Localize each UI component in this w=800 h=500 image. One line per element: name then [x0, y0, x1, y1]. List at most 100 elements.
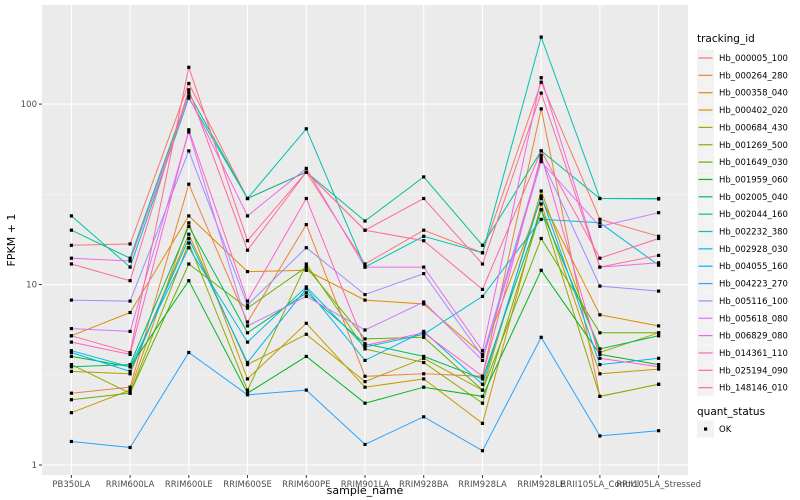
data-point — [128, 259, 132, 263]
data-point — [128, 256, 132, 260]
data-point — [304, 170, 308, 174]
data-point — [598, 394, 602, 398]
data-point — [304, 246, 308, 250]
data-point — [245, 388, 250, 392]
data-point — [363, 374, 367, 378]
data-point — [539, 76, 543, 80]
data-point — [245, 303, 250, 307]
legend-item-label: Hb_004223_270 — [719, 280, 788, 290]
data-point — [480, 421, 485, 425]
data-point — [128, 363, 132, 367]
data-point — [128, 352, 132, 356]
data-point — [69, 439, 73, 444]
legend-item-label: Hb_000402_020 — [719, 106, 788, 116]
data-point — [69, 256, 73, 260]
data-point — [422, 272, 426, 276]
data-point — [480, 358, 485, 362]
data-point — [539, 156, 543, 160]
data-point — [422, 239, 426, 243]
data-point — [422, 234, 426, 238]
data-point — [422, 356, 426, 360]
data-point — [245, 393, 250, 397]
data-point — [363, 228, 367, 232]
data-point — [245, 331, 250, 335]
data-point — [304, 332, 308, 336]
data-point — [363, 401, 367, 405]
data-point — [187, 128, 191, 132]
data-point — [539, 189, 543, 193]
data-point — [598, 434, 602, 438]
series-points — [69, 35, 661, 453]
legend-item-label: Hb_002044_160 — [719, 210, 788, 220]
x-tick-label: PB350LA — [52, 480, 90, 490]
data-point — [304, 262, 308, 266]
data-point — [657, 253, 661, 257]
data-point — [657, 429, 661, 433]
data-point — [69, 369, 73, 373]
data-point — [304, 127, 308, 131]
legend-item-label: Hb_148146_010 — [719, 384, 788, 394]
data-point — [128, 369, 132, 373]
x-tick-label: RRIM600SE — [223, 480, 272, 490]
data-point — [245, 324, 250, 328]
data-point — [363, 298, 367, 302]
data-point — [422, 175, 426, 179]
data-point — [363, 342, 367, 346]
data-point — [187, 81, 191, 86]
data-point — [480, 354, 485, 358]
data-point — [422, 302, 426, 306]
data-point — [363, 343, 367, 347]
data-point — [657, 211, 661, 215]
legend-item-label: Hb_002232_380 — [719, 228, 788, 238]
data-point — [539, 153, 543, 157]
data-point — [480, 352, 485, 356]
data-point — [304, 268, 308, 272]
data-point — [598, 372, 602, 376]
data-point — [539, 35, 543, 39]
data-point — [245, 360, 250, 365]
data-point — [304, 166, 308, 170]
shape-legend-title: quant_status — [697, 406, 765, 418]
data-point — [598, 217, 602, 221]
data-point — [598, 363, 602, 367]
legend-items: Hb_000005_100 Hb_000264_280 Hb_000358_040 H… — [697, 49, 788, 397]
legend-item-label: Hb_000684_430 — [719, 123, 788, 133]
data-point — [245, 306, 250, 310]
data-point — [539, 160, 543, 164]
data-point — [187, 224, 191, 228]
data-point — [187, 236, 191, 241]
y-tick-label: 10 — [26, 281, 37, 291]
data-point — [128, 329, 132, 333]
data-point — [187, 149, 191, 153]
data-point — [539, 194, 543, 198]
data-point — [422, 354, 426, 358]
data-point — [69, 327, 73, 331]
legend-item-label: Hb_005618_080 — [719, 314, 788, 324]
data-point — [657, 382, 661, 386]
data-point — [304, 285, 308, 289]
data-point — [657, 367, 661, 371]
x-tick-label: RRIM928BA — [399, 480, 449, 490]
data-point — [363, 385, 367, 389]
data-point — [480, 449, 485, 453]
data-point — [363, 219, 367, 223]
data-point — [187, 232, 191, 236]
data-point — [422, 335, 426, 339]
data-point — [539, 335, 543, 339]
data-point — [657, 263, 661, 267]
data-point — [187, 95, 191, 99]
legend-item-label: Hb_014361_110 — [719, 349, 788, 359]
data-point — [363, 328, 367, 332]
data-point — [187, 241, 191, 245]
y-tick-label: 1 — [32, 461, 37, 471]
data-point — [69, 340, 73, 344]
data-point — [480, 251, 485, 255]
data-point — [187, 221, 191, 225]
data-point — [245, 377, 250, 381]
data-point — [657, 261, 661, 265]
data-point — [657, 324, 661, 328]
data-point — [539, 196, 543, 201]
data-point — [480, 243, 485, 247]
data-point — [598, 347, 602, 351]
shape-legend-key — [704, 427, 708, 431]
